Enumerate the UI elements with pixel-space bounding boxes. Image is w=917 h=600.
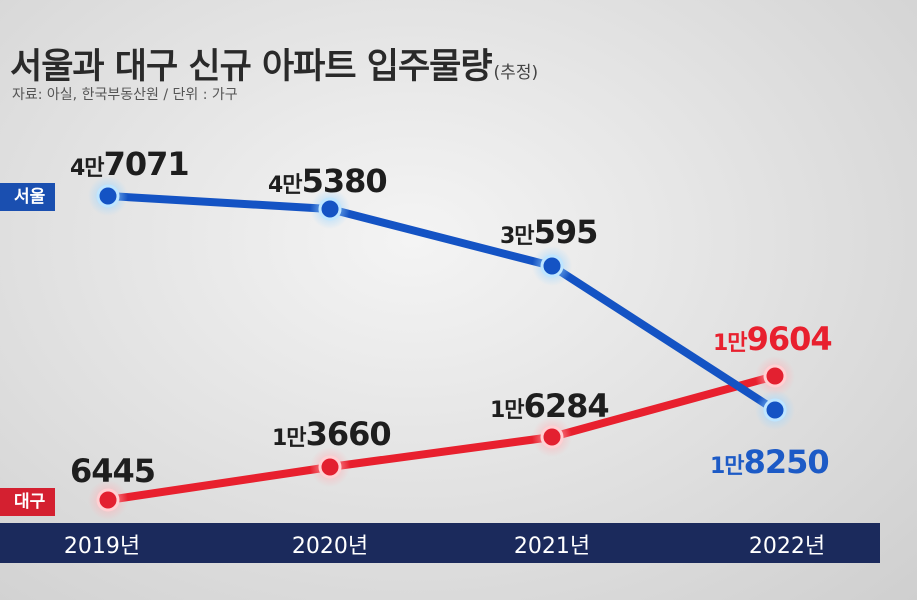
data-label-daegu-3: 1만9604 bbox=[713, 320, 833, 358]
chart-title: 서울과 대구 신규 아파트 입주물량 bbox=[10, 47, 493, 87]
data-label-value: 6445 bbox=[70, 452, 156, 490]
legend-daegu: 대구 bbox=[0, 488, 56, 516]
x-tick-label: 2019년 bbox=[63, 534, 141, 559]
data-label-unit: 1만 bbox=[490, 398, 525, 423]
point-daegu-1 bbox=[318, 455, 342, 479]
data-label-value: 5380 bbox=[301, 162, 388, 200]
data-label-seoul-3: 1만8250 bbox=[710, 443, 830, 481]
data-label-value: 595 bbox=[533, 213, 599, 251]
point-seoul-2 bbox=[540, 254, 564, 278]
point-daegu-2 bbox=[540, 425, 564, 449]
point-seoul-0 bbox=[96, 184, 120, 208]
data-label-unit: 3만 bbox=[500, 224, 535, 249]
data-label-value: 3660 bbox=[305, 415, 392, 453]
data-label-value: 8250 bbox=[743, 443, 830, 481]
point-seoul-1 bbox=[318, 197, 342, 221]
data-label-value: 6284 bbox=[523, 387, 610, 425]
x-tick-label: 2021년 bbox=[513, 534, 591, 559]
data-label-unit: 1만 bbox=[272, 426, 307, 451]
data-label-value: 7071 bbox=[103, 145, 190, 183]
data-label-daegu-1: 1만3660 bbox=[272, 415, 392, 453]
source-note: 자료: 아실, 한국부동산원 / 단위 : 가구 bbox=[12, 87, 238, 103]
data-label-seoul-2: 3만595 bbox=[500, 213, 599, 251]
data-label-seoul-1: 4만5380 bbox=[268, 162, 388, 200]
data-label-daegu-2: 1만6284 bbox=[490, 387, 610, 425]
data-label-daegu-0: 6445 bbox=[70, 452, 156, 490]
x-tick-label: 2022년 bbox=[748, 534, 826, 559]
data-label-unit: 1만 bbox=[713, 331, 748, 356]
data-label-value: 9604 bbox=[746, 320, 833, 358]
data-label-unit: 1만 bbox=[710, 454, 745, 479]
data-label-unit: 4만 bbox=[70, 156, 105, 181]
point-daegu-3 bbox=[763, 364, 787, 388]
legend-seoul: 서울 bbox=[0, 183, 56, 211]
series-line-daegu bbox=[107, 372, 777, 504]
chart-subtitle: (추정) bbox=[493, 63, 539, 83]
point-daegu-0 bbox=[96, 488, 120, 512]
point-seoul-3 bbox=[763, 398, 787, 422]
data-label-seoul-0: 4만7071 bbox=[70, 145, 190, 183]
chart-title-block: 서울과 대구 신규 아파트 입주물량 (추정) bbox=[10, 38, 538, 89]
series-line-seoul bbox=[107, 192, 778, 414]
x-tick-label: 2020년 bbox=[291, 534, 369, 559]
x-axis-band bbox=[0, 523, 880, 563]
data-label-unit: 4만 bbox=[268, 173, 303, 198]
